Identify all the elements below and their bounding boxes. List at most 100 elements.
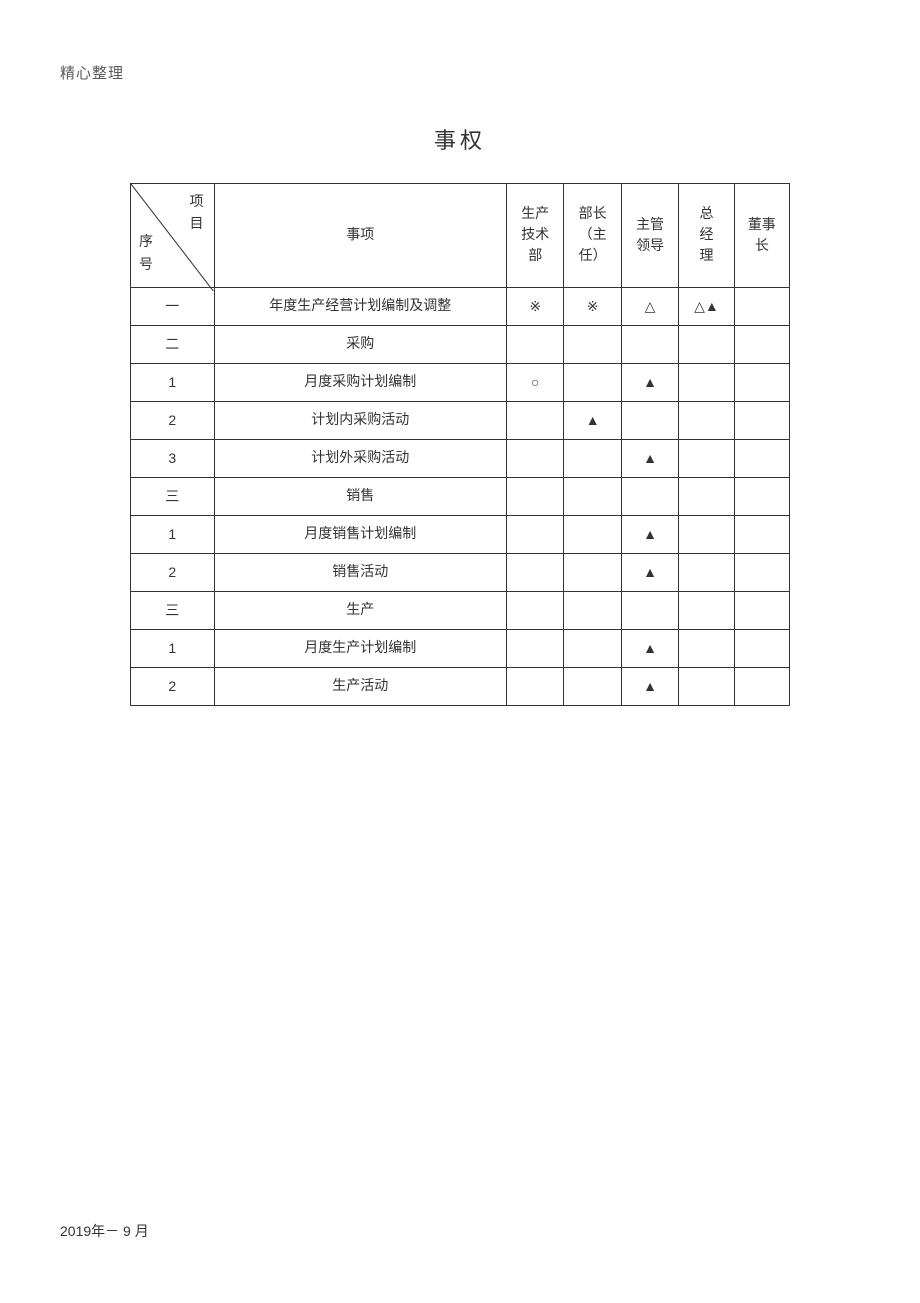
header-note: 精心整理 [60,62,860,83]
item-cell: 生产 [214,592,506,630]
mark-cell [679,592,734,630]
mark-cell: ▲ [621,440,678,478]
diag-bottom-label: 序 号 [139,232,153,277]
mark-cell [679,364,734,402]
mark-cell [679,668,734,706]
mark-cell: ※ [564,288,621,326]
mark-cell [679,326,734,364]
mark-cell [621,402,678,440]
page-title: 事权 [60,123,860,155]
mark-cell [734,554,789,592]
seq-cell: 1 [131,630,215,668]
item-cell: 年度生产经营计划编制及调整 [214,288,506,326]
mark-cell: △▲ [679,288,734,326]
table-row: 三生产 [131,592,790,630]
table-row: 一年度生产经营计划编制及调整※※△△▲ [131,288,790,326]
mark-cell [506,326,563,364]
table-row: 2生产活动 ▲ [131,668,790,706]
seq-cell: 二 [131,326,215,364]
authority-table: 项 目 序 号 事项 生产技术部 部长（主任） 主管领导 [130,183,790,706]
col-header-leader: 主管领导 [621,184,678,288]
mark-cell: ▲ [621,630,678,668]
mark-cell: ▲ [621,554,678,592]
mark-cell: ▲ [621,668,678,706]
table-row: 1月度生产计划编制 ▲ [131,630,790,668]
mark-cell [734,478,789,516]
table-row: 2计划内采购活动 ▲ [131,402,790,440]
diag-header-cell: 项 目 序 号 [131,184,215,288]
mark-cell [734,592,789,630]
mark-cell [679,440,734,478]
mark-cell [621,326,678,364]
item-cell: 销售活动 [214,554,506,592]
mark-cell [564,554,621,592]
seq-cell: 1 [131,364,215,402]
mark-cell [734,630,789,668]
mark-cell [621,478,678,516]
mark-cell [564,630,621,668]
item-cell: 采购 [214,326,506,364]
item-cell: 计划内采购活动 [214,402,506,440]
mark-cell: ▲ [621,516,678,554]
mark-cell [734,402,789,440]
mark-cell [506,516,563,554]
mark-cell [734,288,789,326]
mark-cell [734,440,789,478]
item-cell: 月度销售计划编制 [214,516,506,554]
col-header-gm: 总经理 [679,184,734,288]
mark-cell [506,402,563,440]
item-cell: 月度生产计划编制 [214,630,506,668]
item-cell: 生产活动 [214,668,506,706]
table-row: 二采购 [131,326,790,364]
seq-cell: 1 [131,516,215,554]
seq-cell: 三 [131,592,215,630]
table-row: 三销售 [131,478,790,516]
col-header-item: 事项 [214,184,506,288]
seq-cell: 2 [131,668,215,706]
mark-cell [679,478,734,516]
mark-cell [679,554,734,592]
page: 精心整理 事权 项 目 [0,0,920,1303]
mark-cell [679,516,734,554]
mark-cell [679,402,734,440]
mark-cell: ▲ [564,402,621,440]
mark-cell [734,516,789,554]
mark-cell [679,630,734,668]
table-row: 1月度销售计划编制 ▲ [131,516,790,554]
mark-cell [734,668,789,706]
mark-cell [734,364,789,402]
mark-cell [506,668,563,706]
seq-cell: 2 [131,402,215,440]
table-body: 一年度生产经营计划编制及调整※※△△▲二采购1月度采购计划编制○▲2计划内采购活… [131,288,790,706]
seq-cell: 一 [131,288,215,326]
table-row: 2销售活动 ▲ [131,554,790,592]
seq-cell: 三 [131,478,215,516]
mark-cell [564,516,621,554]
item-cell: 销售 [214,478,506,516]
seq-cell: 2 [131,554,215,592]
mark-cell: △ [621,288,678,326]
item-cell: 月度采购计划编制 [214,364,506,402]
item-cell: 计划外采购活动 [214,440,506,478]
table-row: 1月度采购计划编制○ ▲ [131,364,790,402]
mark-cell: ※ [506,288,563,326]
mark-cell [564,326,621,364]
mark-cell: ○ [506,364,563,402]
diag-top-label: 项 目 [190,192,204,237]
mark-cell [564,592,621,630]
mark-cell [506,440,563,478]
table-row: 3计划外采购活动 ▲ [131,440,790,478]
mark-cell [621,592,678,630]
table-header-row: 项 目 序 号 事项 生产技术部 部长（主任） 主管领导 [131,184,790,288]
col-header-dept: 生产技术部 [506,184,563,288]
mark-cell [506,630,563,668]
mark-cell [564,364,621,402]
mark-cell [564,478,621,516]
seq-cell: 3 [131,440,215,478]
mark-cell [506,478,563,516]
mark-cell [506,554,563,592]
col-header-chief: 部长（主任） [564,184,621,288]
mark-cell: ▲ [621,364,678,402]
mark-cell [564,668,621,706]
footer-date: 2019年－ 9 月 [60,1221,149,1241]
